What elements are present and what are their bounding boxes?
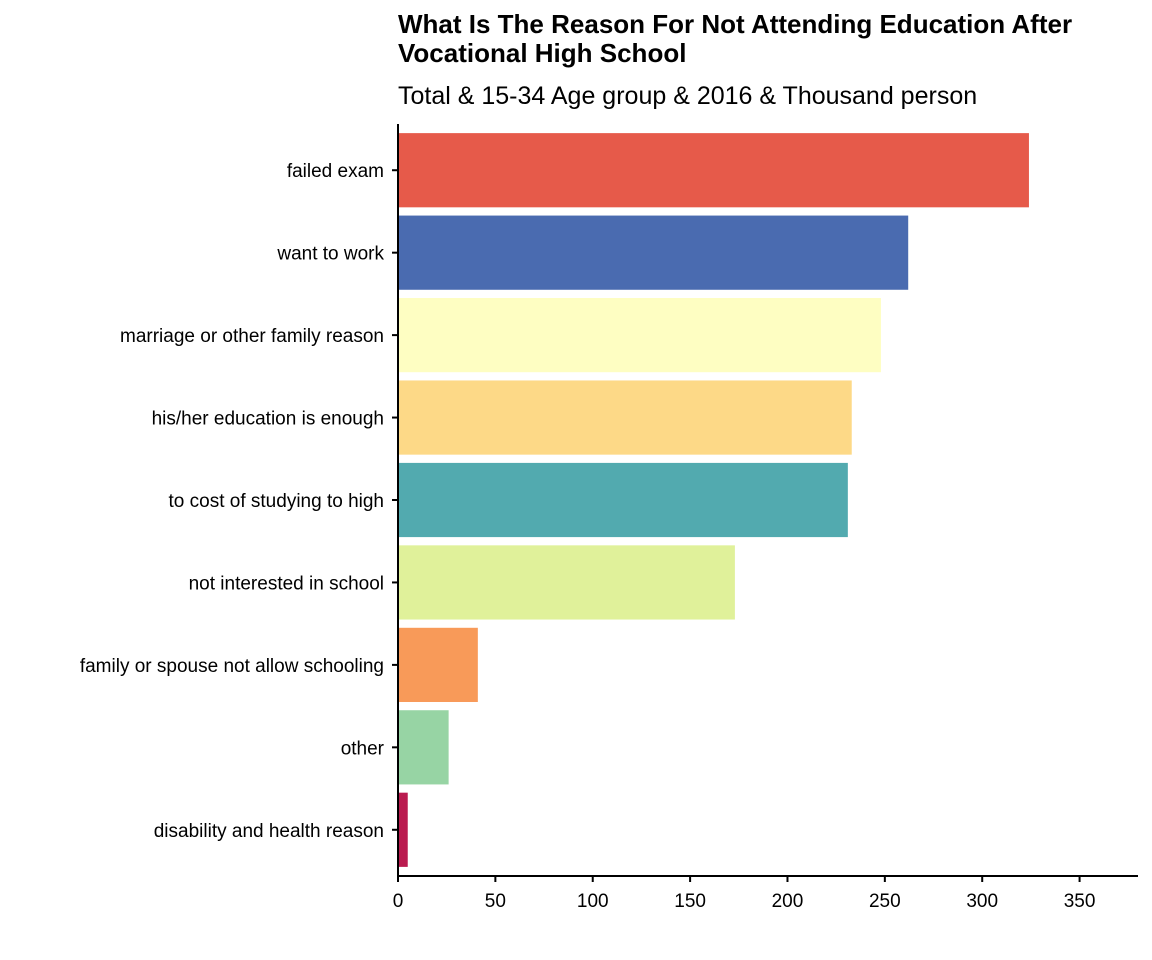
bar: [398, 792, 408, 867]
chart-subtitle: Total & 15-34 Age group & 2016 & Thousan…: [398, 82, 978, 110]
y-tick-label: not interested in school: [189, 573, 384, 594]
y-tick-label: want to work: [276, 244, 384, 265]
x-tick-label: 100: [577, 891, 609, 912]
y-tick-label: family or spouse not allow schooling: [80, 656, 384, 677]
bar: [398, 298, 881, 373]
y-tick-label: other: [341, 738, 385, 759]
bar: [398, 462, 848, 538]
y-tick-label: to cost of studying to high: [169, 491, 384, 512]
y-tick-label: disability and health reason: [154, 821, 384, 842]
y-tick-label: marriage or other family reason: [120, 326, 384, 347]
x-axis-ticks: 0 50 100 150 200 250 300 350: [393, 876, 1096, 912]
y-axis-ticks: failed exam want to work marriage or other…: [80, 161, 398, 842]
y-tick-label: failed exam: [287, 161, 384, 182]
bars-group: [398, 133, 1029, 867]
x-tick-label: 0: [393, 891, 404, 912]
bar: [398, 545, 735, 620]
bar: [398, 710, 449, 785]
bar: [398, 133, 1029, 208]
x-tick-label: 350: [1064, 891, 1096, 912]
x-tick-label: 150: [674, 891, 706, 912]
chart-title: What Is The Reason For Not Attending Edu…: [398, 9, 1073, 68]
bar: [398, 627, 478, 702]
bar: [398, 380, 852, 455]
bar: [398, 215, 909, 290]
x-tick-label: 50: [485, 891, 506, 912]
x-tick-label: 250: [869, 891, 901, 912]
x-tick-label: 300: [966, 891, 998, 912]
x-tick-label: 200: [772, 891, 804, 912]
y-tick-label: his/her education is enough: [152, 409, 384, 430]
